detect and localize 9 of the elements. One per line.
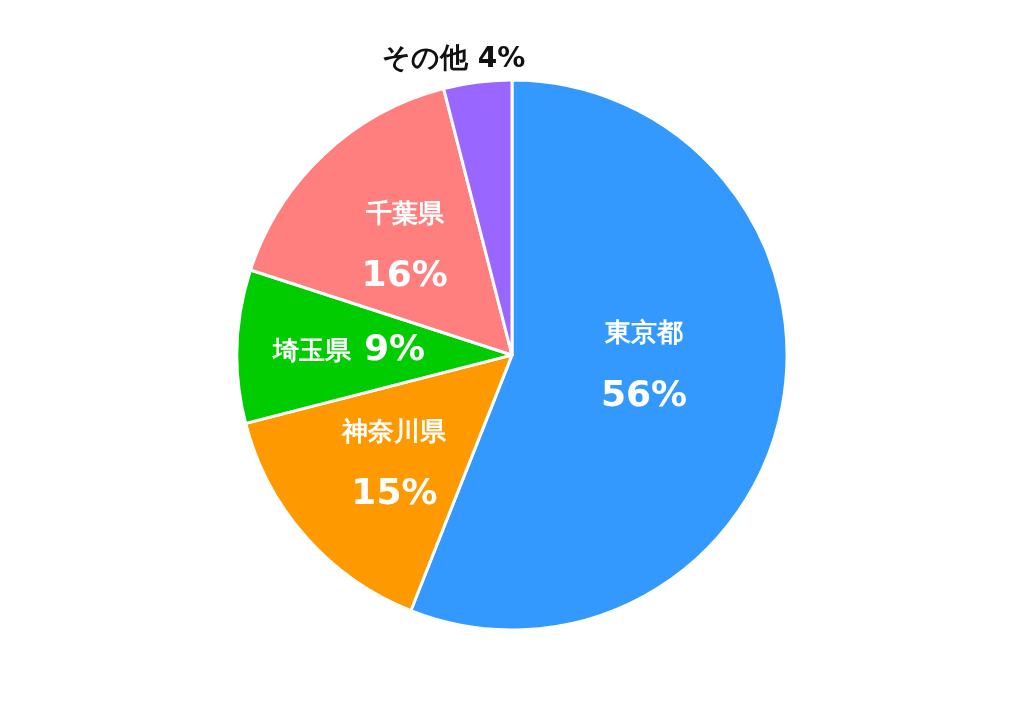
data-label: 15% <box>351 471 438 513</box>
data-label: 56% <box>600 372 688 414</box>
slice-label: その他 4% <box>382 40 526 74</box>
slice-label: 埼玉県 <box>271 334 352 365</box>
data-label: 9% <box>364 327 426 369</box>
data-label: 16% <box>361 253 448 295</box>
slice-label: 東京都 <box>604 317 683 347</box>
slice-label: 神奈川県 <box>340 415 448 446</box>
slice-label: 千葉県 <box>364 197 445 228</box>
